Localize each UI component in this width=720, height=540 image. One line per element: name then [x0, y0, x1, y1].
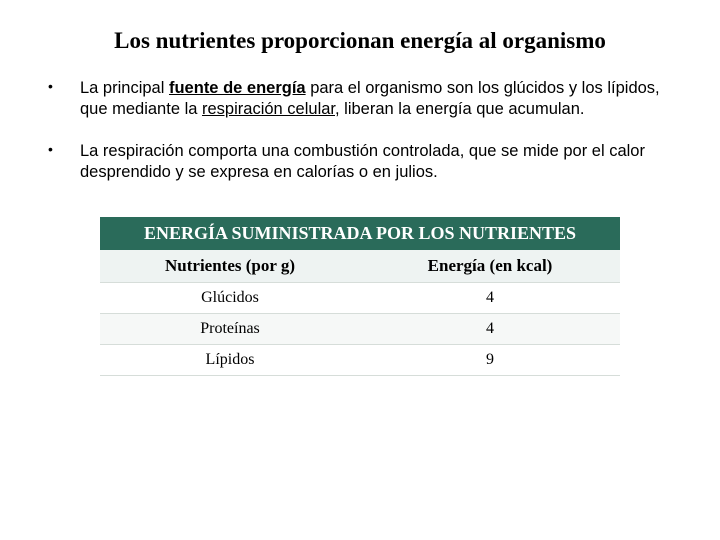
table-subheader-row: Nutrientes (por g) Energía (en kcal) — [100, 250, 620, 283]
table-col-header: Nutrientes (por g) — [100, 250, 360, 283]
slide: Los nutrientes proporcionan energía al o… — [0, 0, 720, 540]
page-title: Los nutrientes proporcionan energía al o… — [40, 28, 680, 54]
table-cell: Lípidos — [100, 344, 360, 375]
bullet-emph: respiración celular — [202, 100, 335, 118]
list-item: La respiración comporta una combustión c… — [40, 141, 680, 182]
table-cell: 4 — [360, 313, 620, 344]
table-row: Proteínas 4 — [100, 313, 620, 344]
bullet-text-post: , liberan la energía que acumulan. — [335, 100, 585, 118]
bullet-text: La respiración comporta una combustión c… — [80, 142, 645, 181]
bullet-text-pre: La principal — [80, 79, 169, 97]
table-header-row: ENERGÍA SUMINISTRADA POR LOS NUTRIENTES — [100, 217, 620, 250]
table-row: Lípidos 9 — [100, 344, 620, 375]
energy-table: ENERGÍA SUMINISTRADA POR LOS NUTRIENTES … — [100, 217, 620, 376]
list-item: La principal fuente de energía para el o… — [40, 78, 680, 119]
table-col-header: Energía (en kcal) — [360, 250, 620, 283]
bullet-emph: fuente de energía — [169, 79, 306, 97]
table-cell: Glúcidos — [100, 282, 360, 313]
energy-table-wrap: ENERGÍA SUMINISTRADA POR LOS NUTRIENTES … — [100, 217, 620, 376]
table-cell: 9 — [360, 344, 620, 375]
table-row: Glúcidos 4 — [100, 282, 620, 313]
table-cell: 4 — [360, 282, 620, 313]
table-title: ENERGÍA SUMINISTRADA POR LOS NUTRIENTES — [100, 217, 620, 250]
bullet-list: La principal fuente de energía para el o… — [40, 78, 680, 183]
table-cell: Proteínas — [100, 313, 360, 344]
